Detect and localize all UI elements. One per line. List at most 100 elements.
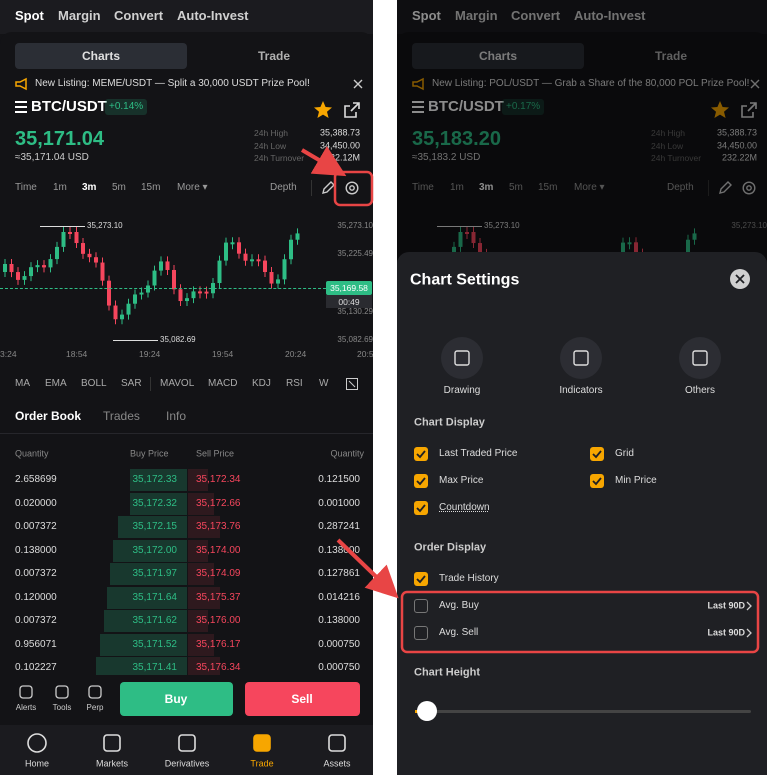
indicator-tab[interactable]: MACD — [208, 378, 238, 389]
timeframe[interactable]: Time — [412, 182, 434, 193]
checkbox[interactable] — [414, 447, 428, 461]
close-banner[interactable] — [750, 79, 760, 89]
checkbox[interactable] — [414, 501, 428, 515]
fullscreen-icon[interactable] — [346, 378, 358, 390]
top-tab[interactable]: Margin — [58, 8, 101, 24]
tool-button[interactable] — [560, 337, 602, 379]
view-tab[interactable]: Charts — [478, 48, 518, 63]
ask-price: 35,175.37 — [196, 591, 241, 603]
check-mark — [416, 575, 426, 584]
charts-tab-bg[interactable] — [15, 43, 187, 69]
timeframe[interactable]: 5m — [509, 182, 523, 193]
checkbox[interactable] — [590, 474, 604, 488]
period[interactable]: Last 90D — [707, 627, 745, 638]
book-header: Quantity — [330, 448, 364, 459]
timeframe[interactable]: More ▾ — [574, 182, 605, 193]
pair[interactable]: BTC/USDT — [31, 98, 107, 115]
ask-quantity: 0.127861 — [318, 568, 360, 579]
nav-label[interactable]: Home — [24, 758, 50, 769]
view-tab[interactable]: Charts — [81, 48, 121, 63]
time-axis-label: 3:24 — [0, 348, 17, 359]
sell-button[interactable] — [245, 682, 360, 716]
pencil-icon[interactable] — [321, 181, 335, 195]
nav-icon[interactable] — [177, 733, 197, 753]
indicator-tab[interactable]: RSI — [286, 378, 303, 389]
timeframe[interactable]: 1m — [53, 182, 67, 193]
timeframe[interactable]: Time — [15, 182, 37, 193]
checkbox[interactable] — [414, 626, 428, 640]
book-header: Sell Price — [196, 448, 235, 459]
tool-icon[interactable] — [55, 685, 69, 699]
tool-label[interactable]: Alerts — [15, 703, 37, 713]
timeframe[interactable]: 15m — [538, 182, 558, 193]
period[interactable]: Last 90D — [707, 600, 745, 611]
tool-button[interactable] — [441, 337, 483, 379]
top-tab[interactable]: Spot — [412, 8, 441, 24]
top-tab[interactable]: Margin — [455, 8, 498, 24]
nav-label[interactable]: Trade — [250, 758, 274, 769]
checkbox[interactable] — [590, 447, 604, 461]
indicator-tab[interactable]: EMA — [45, 378, 67, 389]
settings-icon[interactable] — [742, 181, 756, 195]
checkbox[interactable] — [414, 599, 428, 613]
sheet-title: Chart Settings — [410, 271, 520, 289]
indicator-tab[interactable]: MAVOL — [160, 378, 195, 389]
pair[interactable]: BTC/USDT — [428, 98, 504, 115]
nav-label[interactable]: Assets — [323, 758, 351, 769]
bid-quantity: 2.658699 — [15, 474, 57, 485]
nav-label[interactable]: Derivatives — [164, 758, 210, 769]
slider-knob[interactable] — [417, 701, 437, 721]
buy-button[interactable] — [120, 682, 233, 716]
nav-icon[interactable] — [27, 733, 47, 753]
top-tab[interactable]: Auto-Invest — [574, 8, 646, 24]
nav-icon[interactable] — [252, 733, 272, 753]
check-mark — [416, 504, 426, 513]
price-usd: ≈35,171.04 USD — [15, 152, 89, 163]
indicator-tab[interactable]: MA — [15, 378, 30, 389]
share-icon[interactable] — [741, 102, 757, 118]
divider — [150, 377, 151, 391]
tool-button[interactable] — [679, 337, 721, 379]
nav-label[interactable]: Markets — [95, 758, 129, 769]
pencil-icon[interactable] — [718, 181, 732, 195]
book-tab[interactable]: Info — [166, 408, 187, 423]
bid-quantity: 0.138000 — [15, 544, 57, 556]
timeframe[interactable]: 5m — [112, 182, 126, 193]
indicator-tab[interactable]: KDJ — [252, 378, 271, 389]
nav-icon[interactable] — [327, 733, 347, 753]
time-axis-label: 20:24 — [285, 348, 307, 359]
charts-tab-bg[interactable] — [412, 43, 584, 69]
timeframe[interactable]: More ▾ — [177, 182, 208, 193]
favorite-icon[interactable] — [711, 101, 729, 119]
section-heading: Order Display — [414, 541, 487, 554]
book-tab[interactable]: Trades — [103, 408, 140, 423]
close-banner[interactable] — [353, 79, 363, 89]
indicator-tab[interactable]: SAR — [121, 378, 142, 389]
top-tab[interactable]: Spot — [15, 8, 44, 24]
book-tab[interactable]: Order Book — [15, 408, 82, 423]
depth-tab[interactable]: Depth — [667, 182, 694, 193]
timeframe[interactable]: 1m — [450, 182, 464, 193]
checkbox[interactable] — [414, 474, 428, 488]
indicator-tab[interactable]: W — [319, 378, 329, 389]
view-tab[interactable]: Trade — [257, 48, 291, 63]
timeframe[interactable]: 3m — [82, 182, 97, 193]
checkbox[interactable] — [414, 572, 428, 586]
indicator-tab[interactable]: BOLL — [81, 378, 107, 389]
nav-icon[interactable] — [102, 733, 122, 753]
tool-icon[interactable] — [19, 685, 33, 699]
timeframe[interactable]: 15m — [141, 182, 161, 193]
favorite-icon[interactable] — [314, 101, 332, 119]
tool-label[interactable]: Tools — [52, 703, 72, 713]
top-tab[interactable]: Auto-Invest — [177, 8, 249, 24]
top-tab[interactable]: Convert — [114, 8, 164, 24]
view-tab[interactable]: Trade — [654, 48, 688, 63]
menu-icon[interactable] — [412, 101, 424, 113]
tool-icon[interactable] — [88, 685, 102, 699]
share-icon[interactable] — [344, 102, 360, 118]
timeframe[interactable]: 3m — [479, 182, 494, 193]
menu-icon[interactable] — [15, 101, 27, 113]
tool-label[interactable]: Perp — [86, 703, 104, 713]
depth-tab[interactable]: Depth — [270, 182, 297, 193]
top-tab[interactable]: Convert — [511, 8, 561, 24]
